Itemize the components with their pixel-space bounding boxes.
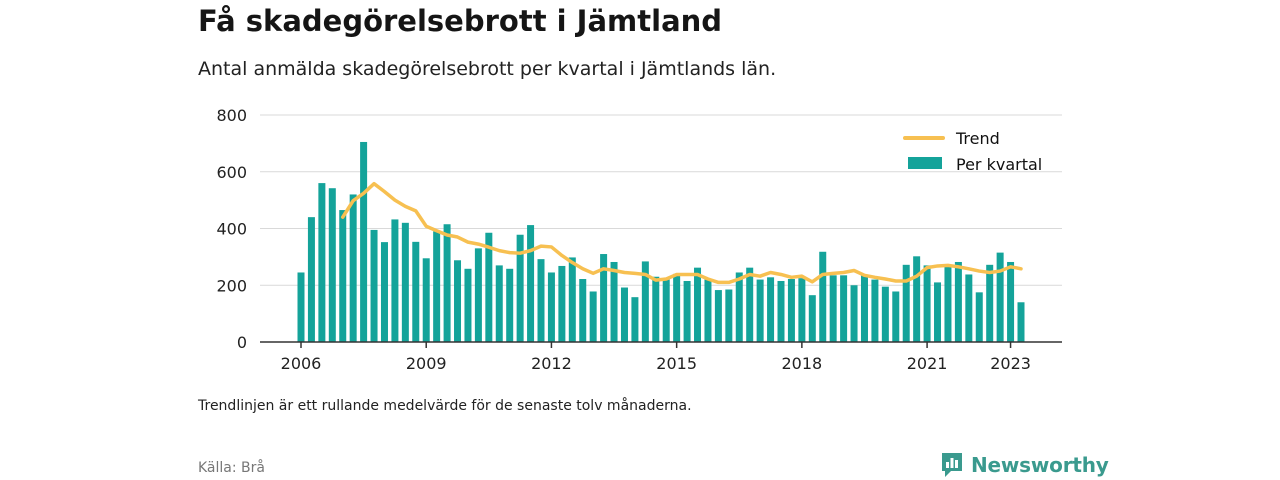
y-tick-label: 200 xyxy=(216,276,247,295)
bar xyxy=(850,285,858,342)
bar xyxy=(547,272,555,342)
legend-bar-swatch xyxy=(908,157,942,169)
bar xyxy=(787,279,795,342)
bar xyxy=(881,286,889,342)
bar xyxy=(808,295,816,342)
bar xyxy=(516,234,524,342)
chart-title: Få skadegörelsebrott i Jämtland xyxy=(198,4,723,38)
bar xyxy=(631,297,639,342)
bar xyxy=(610,261,618,342)
bar xyxy=(380,242,388,342)
bar xyxy=(704,279,712,342)
legend: Trend Per kvartal xyxy=(903,129,1042,174)
bar xyxy=(746,267,754,342)
bar xyxy=(829,275,837,342)
y-tick-label: 400 xyxy=(216,220,247,239)
bar xyxy=(454,260,462,342)
bar xyxy=(819,251,827,342)
bar xyxy=(579,279,587,342)
x-tick-label: 2015 xyxy=(656,354,697,373)
y-tick-label: 800 xyxy=(216,106,247,125)
bar xyxy=(422,258,430,342)
chart-subtitle: Antal anmälda skadegörelsebrott per kvar… xyxy=(198,58,777,80)
bar xyxy=(506,268,514,342)
bar xyxy=(328,188,336,342)
bar xyxy=(965,274,973,342)
bar xyxy=(767,277,775,342)
bar xyxy=(777,280,785,342)
legend-trend-label: Trend xyxy=(955,129,1000,148)
bar xyxy=(297,272,305,342)
source-label: Källa: Brå xyxy=(198,460,265,476)
bar xyxy=(537,259,545,342)
bar xyxy=(892,291,900,342)
bar xyxy=(412,241,420,342)
bar xyxy=(474,248,482,342)
bar xyxy=(860,274,868,342)
bar xyxy=(934,282,942,342)
bar xyxy=(923,265,931,342)
bar xyxy=(714,290,722,342)
x-tick-label: 2021 xyxy=(907,354,948,373)
newsworthy-icon xyxy=(942,453,962,477)
bar xyxy=(370,229,378,342)
bar xyxy=(360,141,368,342)
bar xyxy=(495,265,503,342)
bar xyxy=(913,256,921,342)
bar xyxy=(443,224,451,342)
bar xyxy=(871,279,879,342)
x-tick-label: 2023 xyxy=(990,354,1031,373)
bar xyxy=(996,252,1004,342)
bar xyxy=(1017,302,1025,342)
bar xyxy=(652,276,660,342)
bar xyxy=(986,264,994,342)
bar xyxy=(673,273,681,342)
bar xyxy=(798,278,806,342)
bar xyxy=(1007,261,1015,342)
x-tick-label: 2018 xyxy=(782,354,823,373)
bar xyxy=(756,279,764,342)
grid-lines xyxy=(260,114,1062,286)
bar xyxy=(694,267,702,342)
bar xyxy=(944,266,952,342)
bar xyxy=(485,232,493,342)
bar xyxy=(433,231,441,342)
bar xyxy=(318,183,326,342)
y-tick-label: 600 xyxy=(216,163,247,182)
trend-line xyxy=(340,181,1023,285)
bar xyxy=(558,265,566,342)
bar xyxy=(589,291,597,342)
bar xyxy=(975,292,983,342)
x-tick-label: 2012 xyxy=(531,354,572,373)
bar xyxy=(339,210,347,342)
bar xyxy=(620,287,628,342)
y-axis: 0 200 400 600 800 xyxy=(216,106,247,352)
x-axis: 2006 2009 2012 2015 2018 2021 2023 xyxy=(260,341,1062,373)
bar xyxy=(464,268,472,342)
bar xyxy=(527,225,535,342)
bar xyxy=(735,272,743,342)
legend-bar-label: Per kvartal xyxy=(956,155,1042,174)
bar-series xyxy=(297,141,1025,342)
footnote: Trendlinjen är ett rullande medelvärde f… xyxy=(198,398,692,414)
x-tick-label: 2006 xyxy=(281,354,322,373)
bar xyxy=(641,261,649,342)
bar xyxy=(349,194,357,342)
bar xyxy=(725,289,733,342)
bar xyxy=(600,254,608,342)
bar xyxy=(568,257,576,342)
bar xyxy=(954,261,962,342)
brand-logo[interactable]: Newsworthy xyxy=(940,451,1109,479)
y-tick-label: 0 xyxy=(237,333,247,352)
bar xyxy=(902,264,910,342)
bar xyxy=(307,217,315,342)
bar xyxy=(683,280,691,342)
bar xyxy=(391,219,399,342)
bar xyxy=(840,275,848,342)
bar xyxy=(401,222,409,342)
brand-name: Newsworthy xyxy=(971,453,1109,477)
x-tick-label: 2009 xyxy=(406,354,447,373)
bar xyxy=(662,279,670,342)
